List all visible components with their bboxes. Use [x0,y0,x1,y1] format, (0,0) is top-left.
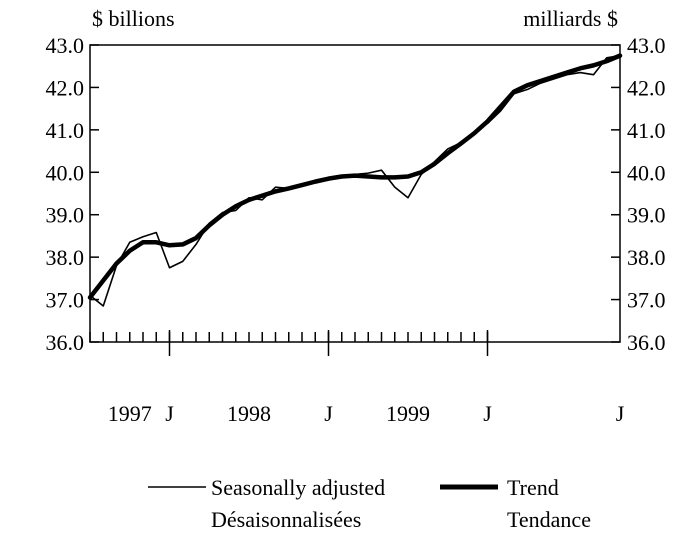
left-y-tick-label: 43.0 [46,33,85,58]
x-tick-label: J [324,401,333,426]
legend-trend-label-fr: Tendance [507,507,591,532]
series-line-trend [87,53,623,300]
right-y-tick-label: 38.0 [627,245,666,270]
left-y-tick-label: 42.0 [46,75,85,100]
right-y-axis: 36.0 37.0 38.0 39.0 40.0 41.0 42.0 43.0 [611,33,666,355]
left-axis-unit-label: $ billions [92,6,175,31]
left-y-tick-label: 38.0 [46,245,85,270]
right-y-tick-label: 37.0 [627,288,666,313]
left-y-tick-label: 40.0 [46,160,85,185]
x-tick-label: 1998 [227,401,271,426]
plot-frame-group [89,44,621,343]
right-y-tick-label: 39.0 [627,203,666,228]
right-y-tick-label: 40.0 [627,160,666,185]
left-y-tick-label: 39.0 [46,203,85,228]
legend-trend-label: Trend [507,475,559,500]
x-axis: 1997 J 1998 J 1999 J J [89,330,625,426]
plot-frame [89,44,621,343]
left-y-tick-label: 36.0 [46,330,85,355]
legend: Seasonally adjusted Désaisonnalisées Tre… [148,475,591,532]
left-y-tick-label: 41.0 [46,118,85,143]
legend-seasonally-adjusted-label: Seasonally adjusted [211,475,385,500]
x-tick-label: 1997 [108,401,152,426]
left-y-tick-label: 37.0 [46,288,85,313]
series-line-seasonally-adjusted [89,54,621,307]
series-layer [87,53,623,307]
right-axis-unit-label: milliards $ [523,6,618,31]
x-tick-label: J [483,401,492,426]
right-y-tick-label: 42.0 [627,75,666,100]
left-y-axis: 36.0 37.0 38.0 39.0 40.0 41.0 42.0 43.0 [46,33,99,355]
legend-seasonally-adjusted-label-fr: Désaisonnalisées [211,507,361,532]
x-tick-label: 1999 [386,401,430,426]
right-y-tick-label: 43.0 [627,33,666,58]
right-y-tick-label: 41.0 [627,118,666,143]
x-tick-label: J [165,401,174,426]
right-y-tick-label: 36.0 [627,330,666,355]
x-tick-label: J [616,401,625,426]
